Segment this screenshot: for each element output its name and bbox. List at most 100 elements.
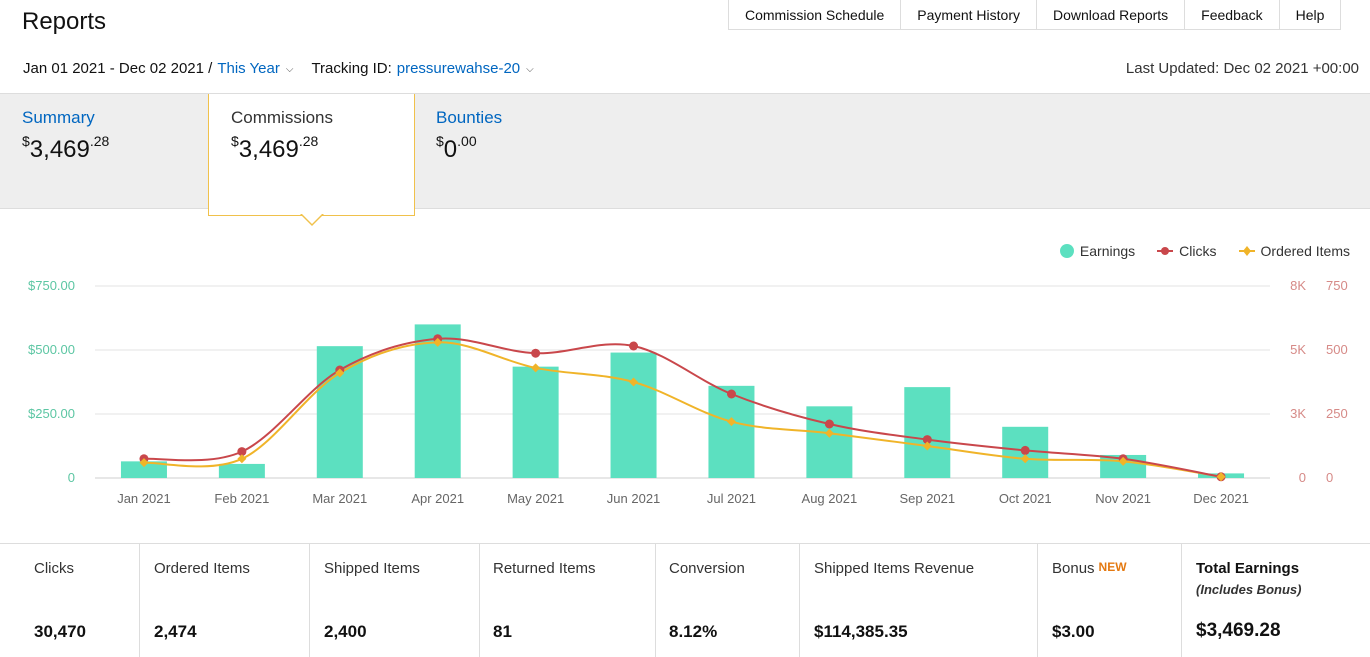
stat-total-earnings: Total Earnings (Includes Bonus) $3,469.2…	[1182, 544, 1370, 657]
tab-bounties[interactable]: Bounties $0.00	[414, 94, 621, 210]
tab-commissions[interactable]: Commissions $3,469.28	[208, 94, 415, 216]
y-right-ordered-tick-label: 0	[1326, 470, 1333, 485]
ordered-items-point	[1216, 472, 1226, 482]
stat-label: Clicks	[34, 560, 74, 577]
ordered-items-point	[629, 377, 639, 387]
tab-summary[interactable]: Summary $3,469.28	[0, 94, 207, 210]
chart-legend: Earnings Clicks Ordered Items	[1059, 243, 1350, 259]
date-range: Jan 01 2021 - Dec 02 2021 /	[23, 60, 213, 77]
ordered-items-point	[139, 458, 149, 468]
x-tick-label: Sep 2021	[899, 491, 955, 506]
page-title: Reports	[22, 8, 107, 35]
tracking-id-dropdown[interactable]: pressurewahse-20	[396, 60, 521, 77]
ordered-items-point	[1118, 456, 1128, 466]
x-tick-label: Jul 2021	[707, 491, 756, 506]
x-tick-label: Jun 2021	[607, 491, 661, 506]
stat-label: Bonus NEW	[1052, 560, 1181, 577]
x-tick-label: Mar 2021	[312, 491, 367, 506]
stat-value: 2,474	[154, 622, 197, 641]
x-tick-label: Dec 2021	[1193, 491, 1249, 506]
earnings-bar	[414, 324, 461, 478]
legend-earnings[interactable]: Earnings	[1059, 243, 1136, 259]
amount-whole: 3,469	[238, 136, 299, 163]
earnings-dot-icon	[1059, 244, 1074, 258]
amount-whole: 3,469	[29, 136, 90, 163]
currency-symbol: $	[231, 133, 239, 149]
stat-label: Ordered Items	[154, 560, 250, 577]
y-right-ordered-tick-label: 750	[1326, 278, 1348, 293]
earnings-bar	[610, 352, 657, 478]
period-dropdown[interactable]: This Year	[217, 60, 280, 77]
amount-cents: .28	[89, 133, 110, 149]
currency-symbol: $	[436, 133, 444, 149]
earnings-bar	[708, 385, 755, 478]
clicks-point	[922, 435, 932, 445]
stat-value: 81	[493, 622, 512, 641]
earnings-bar	[218, 463, 265, 478]
legend-ordered-items[interactable]: Ordered Items	[1238, 243, 1350, 259]
top-nav: Commission Schedule Payment History Down…	[728, 0, 1342, 30]
tab-label: Summary	[22, 108, 95, 127]
chevron-down-icon[interactable]: ⌵	[285, 64, 294, 75]
earnings-chart: 0 $250.00 $500.00 $750.00 0 3K 5K 8K 0 250 500 750 J…	[28, 278, 1348, 506]
stat-shipped-items-revenue: Shipped Items Revenue $114,385.35	[800, 544, 1038, 657]
earnings-bar	[512, 366, 559, 478]
y-right-ordered-tick-label: 250	[1326, 406, 1348, 421]
ordered-items-point	[433, 337, 443, 347]
clicks-line	[143, 337, 1222, 478]
filter-bar: Jan 01 2021 - Dec 02 2021 / This Year ⌵ …	[23, 60, 534, 77]
ordered-items-line	[143, 341, 1222, 478]
y-right-clicks-tick-label: 0	[1299, 470, 1306, 485]
bounties-amount: $0.00	[436, 133, 621, 164]
tracking-id-label: Tracking ID:	[311, 60, 392, 77]
payment-history-button[interactable]: Payment History	[901, 0, 1037, 30]
commission-schedule-button[interactable]: Commission Schedule	[728, 0, 902, 30]
stat-value: 30,470	[34, 622, 86, 641]
summary-amount: $3,469.28	[22, 133, 207, 164]
stat-label: Shipped Items Revenue	[814, 560, 975, 577]
chevron-down-icon[interactable]: ⌵	[526, 64, 534, 75]
stat-value: $3.00	[1052, 622, 1095, 641]
ordered-items-line-icon	[1238, 246, 1255, 256]
download-reports-button[interactable]: Download Reports	[1037, 0, 1186, 30]
ordered-items-point	[531, 363, 541, 373]
help-button[interactable]: Help	[1279, 0, 1342, 30]
stat-value: $3,469.28	[1196, 620, 1281, 641]
x-tick-label: Jan 2021	[117, 491, 171, 506]
earnings-bar	[120, 461, 167, 478]
clicks-point	[629, 341, 639, 351]
active-tab-pointer	[300, 213, 324, 226]
stat-label: Returned Items	[493, 560, 596, 577]
commissions-amount: $3,469.28	[231, 133, 414, 164]
ordered-items-point	[1020, 454, 1030, 464]
tab-label: Commissions	[231, 108, 334, 127]
legend-label: Earnings	[1079, 243, 1136, 259]
legend-clicks[interactable]: Clicks	[1157, 243, 1217, 259]
clicks-point	[824, 419, 834, 429]
ordered-items-point	[726, 417, 736, 427]
clicks-line-icon	[1157, 247, 1174, 255]
amount-whole: 0	[443, 136, 458, 163]
stat-value: 2,400	[324, 622, 367, 641]
x-tick-label: Nov 2021	[1095, 491, 1151, 506]
stat-bonus: Bonus NEW $3.00	[1038, 544, 1182, 657]
y-right-ordered-tick-label: 500	[1326, 342, 1348, 357]
earnings-bar	[806, 406, 853, 478]
stat-conversion: Conversion 8.12%	[656, 544, 800, 657]
earnings-bar	[904, 387, 951, 478]
stat-sublabel: (Includes Bonus)	[1196, 582, 1302, 597]
y-left-tick-label: $750.00	[28, 278, 75, 293]
ordered-items-point	[335, 368, 345, 378]
stat-returned-items: Returned Items 81	[480, 544, 656, 657]
stat-ordered-items: Ordered Items 2,474	[140, 544, 310, 657]
x-tick-label: Aug 2021	[802, 491, 858, 506]
ordered-items-point	[237, 454, 247, 464]
ordered-items-point	[922, 441, 932, 451]
stat-label: Total Earnings	[1196, 560, 1300, 577]
report-tabs: Summary $3,469.28 Commissions $3,469.28 …	[0, 93, 1370, 216]
stat-label: Conversion	[669, 560, 745, 577]
clicks-point	[726, 389, 736, 399]
ordered-items-point	[824, 428, 834, 438]
last-updated: Last Updated: Dec 02 2021 +00:00	[1125, 60, 1359, 77]
feedback-button[interactable]: Feedback	[1185, 0, 1280, 30]
